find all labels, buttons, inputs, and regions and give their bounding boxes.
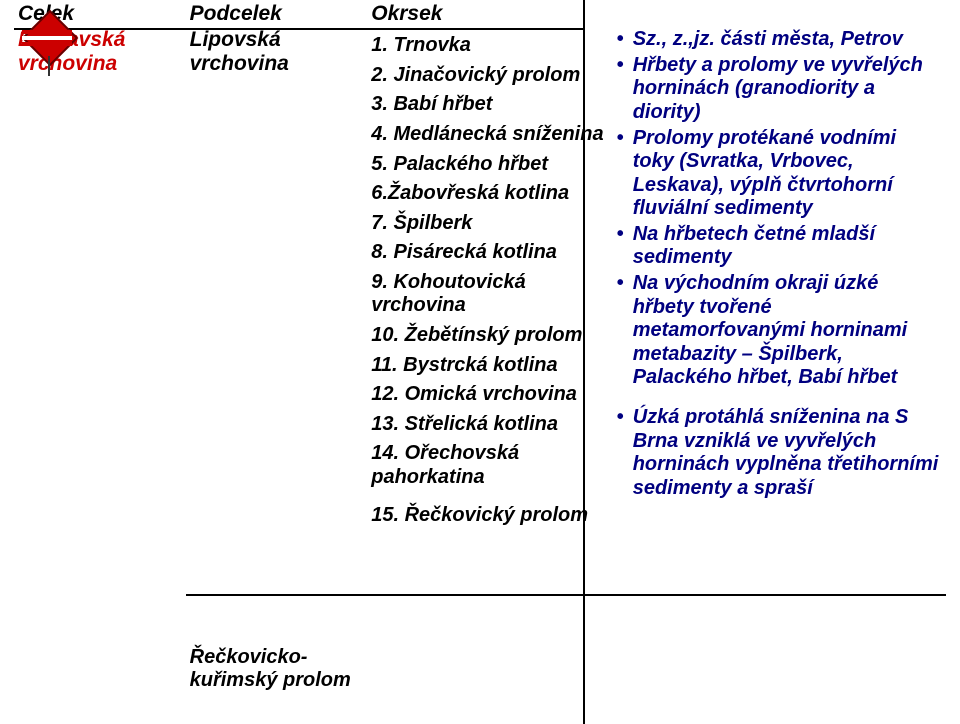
description-1: Sz., z.,jz. části města, Petrov Hřbety a… bbox=[617, 28, 942, 390]
okrsek-item: 13. Střelická kotlina bbox=[371, 413, 610, 437]
column-divider bbox=[583, 0, 585, 724]
okrsek-item: 7. Špilberk bbox=[371, 212, 610, 236]
podcelek-1-title: Lipovská vrchovina bbox=[190, 28, 362, 76]
table-body: Bobravská vrchovina Lipovská vrchovina Ř… bbox=[0, 26, 960, 692]
okrsek-item: 1. Trnovka bbox=[371, 34, 610, 58]
okrsek-item: 14. Ořechovská pahorkatina bbox=[371, 442, 610, 489]
map-pin-icon bbox=[26, 14, 74, 72]
header-podcelek: Podcelek bbox=[190, 0, 362, 26]
desc-item: Hřbety a prolomy ve vyvřelých horninách … bbox=[629, 54, 942, 125]
header-okrsek: Okrsek bbox=[371, 0, 610, 26]
description-2: Úzká protáhlá sníženina na S Brna vznikl… bbox=[617, 392, 942, 500]
okrsek-item: 10. Žebětínský prolom bbox=[371, 324, 610, 348]
okrsek-item: 3. Babí hřbet bbox=[371, 93, 610, 117]
okrsek-item: 5. Palackého hřbet bbox=[371, 153, 610, 177]
okrsek-item: 2. Jinačovický prolom bbox=[371, 64, 610, 88]
desc-item: Na východním okraji úzké hřbety tvořené … bbox=[629, 272, 942, 390]
table-header: Celek Podcelek Okrsek bbox=[0, 0, 960, 26]
okrsek-item: 6.Žabovřeská kotlina bbox=[371, 182, 610, 206]
okrsek-item: 15. Řečkovický prolom bbox=[371, 504, 610, 528]
desc-item: Na hřbetech četné mladší sedimenty bbox=[629, 223, 942, 270]
okrsek-item: 9. Kohoutovická vrchovina bbox=[371, 271, 610, 318]
okrsek-item: 11. Bystrcká kotlina bbox=[371, 354, 610, 378]
okrsek-item: 4. Medlánecká sníženina bbox=[371, 123, 610, 147]
podcelek-2-title: Řečkovicko-kuřimský prolom bbox=[190, 76, 362, 692]
row-divider bbox=[186, 594, 946, 596]
desc-item: Sz., z.,jz. části města, Petrov bbox=[629, 28, 942, 52]
desc-item: Prolomy protékané vodními toky (Svratka,… bbox=[629, 127, 942, 221]
okrsek-item: 8. Pisárecká kotlina bbox=[371, 241, 610, 265]
header-border bbox=[14, 28, 584, 30]
okrsek-item: 12. Omická vrchovina bbox=[371, 383, 610, 407]
desc-item: Úzká protáhlá sníženina na S Brna vznikl… bbox=[629, 406, 942, 500]
